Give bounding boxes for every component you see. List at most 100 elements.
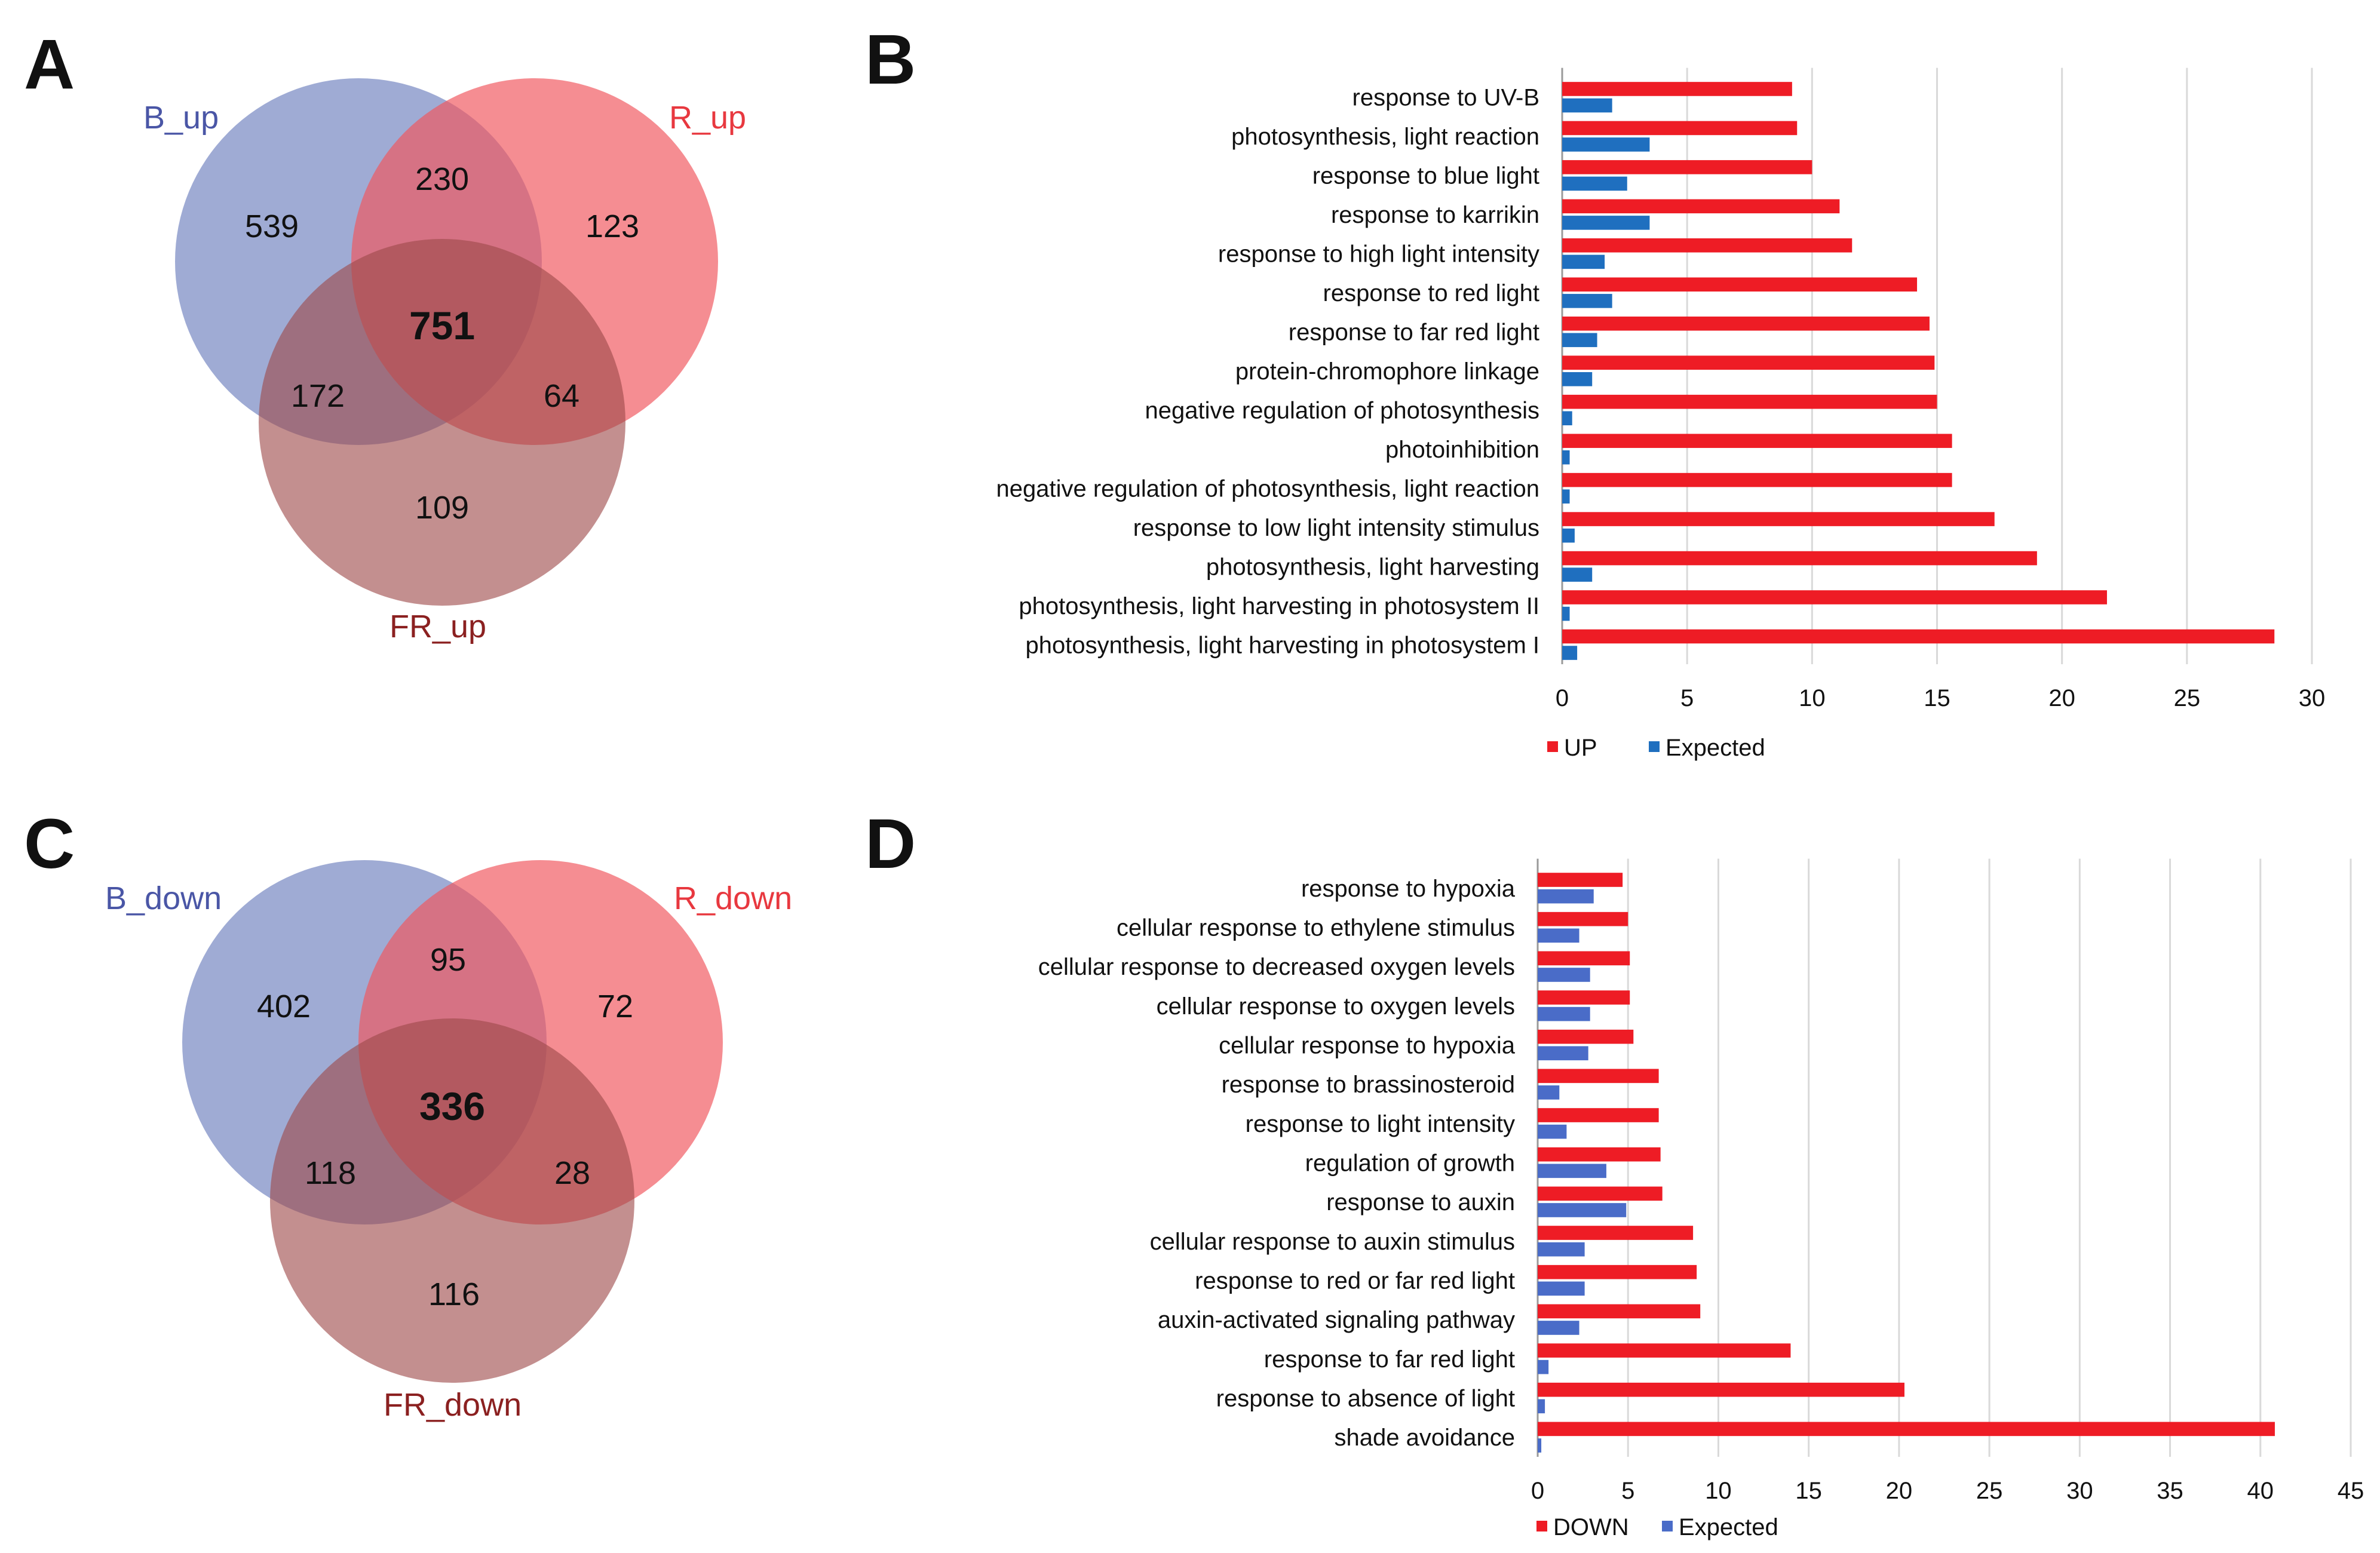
category-label: response to red or far red light xyxy=(1195,1268,1515,1294)
bar-down xyxy=(1538,1265,1697,1279)
category-label: response to low light intensity stimulus xyxy=(1133,515,1539,541)
x-tick-label: 15 xyxy=(1924,685,1950,711)
category-label: cellular response to decreased oxygen le… xyxy=(1038,954,1515,980)
x-tick-label: 20 xyxy=(1886,1478,1913,1504)
x-tick-label: 5 xyxy=(1621,1478,1634,1504)
category-label: protein-chromophore linkage xyxy=(1235,358,1539,385)
bar-expected xyxy=(1562,216,1650,230)
category-label: response to auxin xyxy=(1326,1189,1515,1216)
x-tick-label: 25 xyxy=(2174,685,2201,711)
category-label: regulation of growth xyxy=(1305,1150,1515,1177)
bar-expected xyxy=(1538,1438,1542,1453)
venn-up-count-fr-only: 109 xyxy=(415,490,469,526)
bar-expected xyxy=(1562,294,1612,308)
x-tick-label: 0 xyxy=(1531,1478,1544,1504)
bar-up xyxy=(1562,434,1952,448)
venn-down-count-b-only: 402 xyxy=(257,989,311,1024)
x-tick-label: 35 xyxy=(2157,1478,2183,1504)
x-tick-label: 5 xyxy=(1680,685,1694,711)
bar-expected xyxy=(1562,176,1627,191)
venn-up-count-all: 751 xyxy=(409,303,475,348)
panel-letter-b: B xyxy=(865,20,916,99)
bar-expected xyxy=(1538,1242,1585,1257)
legend-swatch-up xyxy=(1547,741,1558,752)
bar-expected xyxy=(1562,646,1578,660)
bar-down xyxy=(1538,1343,1791,1358)
venn-down-count-fr-only: 116 xyxy=(428,1276,480,1312)
legend-label-expected: Expected xyxy=(1666,735,1765,761)
category-label: response to far red light xyxy=(1289,320,1539,346)
bar-up xyxy=(1562,121,1798,136)
chart-b: 0 5 10 15 20 25 30 response to UV-B photosynthes… xyxy=(996,67,2326,761)
category-label: negative regulation of photosynthesis, l… xyxy=(996,475,1539,502)
bar-up xyxy=(1562,199,1840,214)
bar-expected xyxy=(1538,1321,1579,1335)
bar-down xyxy=(1538,1422,2275,1437)
bar-up xyxy=(1562,160,1812,174)
bar-expected xyxy=(1538,1085,1560,1100)
category-label: photosynthesis, light reaction xyxy=(1231,124,1539,150)
bar-up xyxy=(1562,238,1853,253)
bar-expected xyxy=(1562,98,1612,113)
bar-down xyxy=(1538,990,1630,1005)
bar-up xyxy=(1562,394,1937,409)
venn-down-count-b-r: 95 xyxy=(430,942,466,978)
bar-down xyxy=(1538,1382,1904,1397)
bar-down xyxy=(1538,951,1630,966)
bar-up xyxy=(1562,355,1935,370)
bar-down xyxy=(1538,1186,1663,1201)
category-label: response to karrikin xyxy=(1331,202,1539,228)
bar-up xyxy=(1562,512,1995,526)
category-label: photosynthesis, light harvesting in phot… xyxy=(1026,632,1539,658)
category-label: photoinhibition xyxy=(1385,437,1539,463)
bar-expected xyxy=(1538,1046,1588,1061)
x-tick-label: 10 xyxy=(1799,685,1826,711)
venn-up-label-fr: FR_up xyxy=(389,609,486,644)
bar-expected xyxy=(1562,567,1593,582)
bar-expected xyxy=(1562,254,1605,269)
x-tick-label: 0 xyxy=(1556,685,1569,711)
legend-swatch-down xyxy=(1536,1521,1547,1531)
legend-label-expected: Expected xyxy=(1679,1514,1778,1540)
bar-down xyxy=(1538,1226,1694,1240)
bar-expected xyxy=(1538,1399,1545,1414)
venn-up: B_up R_up FR_up 539 123 109 230 172 64 7… xyxy=(143,78,746,644)
legend-label-up: UP xyxy=(1564,735,1597,761)
bar-up xyxy=(1562,277,1918,292)
panel-letter-d: D xyxy=(865,805,916,883)
bar-down xyxy=(1538,911,1628,926)
venn-up-count-b-fr: 172 xyxy=(291,378,345,414)
category-label: cellular response to hypoxia xyxy=(1219,1033,1516,1059)
bar-down xyxy=(1538,1108,1659,1122)
x-tick-label: 30 xyxy=(2299,685,2326,711)
category-label: response to far red light xyxy=(1264,1346,1515,1373)
venn-down: B_down R_down FR_down 402 72 116 95 118 … xyxy=(105,860,792,1423)
legend-swatch-expected xyxy=(1649,741,1660,752)
category-label: shade avoidance xyxy=(1335,1425,1515,1451)
bar-expected xyxy=(1562,333,1597,348)
x-tick-label: 20 xyxy=(2048,685,2075,711)
x-tick-label: 10 xyxy=(1705,1478,1732,1504)
bar-expected xyxy=(1562,528,1575,543)
bar-up xyxy=(1562,316,1930,331)
panel-letter-c: C xyxy=(24,805,75,883)
venn-up-count-r-only: 123 xyxy=(585,208,639,244)
bar-down xyxy=(1538,1147,1661,1162)
bar-down xyxy=(1538,873,1623,887)
legend-label-down: DOWN xyxy=(1553,1514,1629,1540)
bar-expected xyxy=(1562,489,1570,504)
x-tick-label: 30 xyxy=(2066,1478,2093,1504)
venn-up-label-b: B_up xyxy=(143,100,219,136)
bar-expected xyxy=(1538,968,1590,982)
venn-down-count-r-fr: 28 xyxy=(554,1155,590,1191)
bar-expected xyxy=(1562,137,1650,152)
bar-expected xyxy=(1538,1203,1627,1217)
bar-up xyxy=(1562,472,1952,487)
venn-up-count-b-only: 539 xyxy=(245,208,299,244)
bar-up xyxy=(1562,629,2275,644)
bar-expected xyxy=(1562,450,1570,465)
venn-up-count-r-fr: 64 xyxy=(544,378,579,414)
category-label: auxin-activated signaling pathway xyxy=(1158,1307,1515,1333)
panel-letter-a: A xyxy=(24,25,75,104)
venn-down-label-b: B_down xyxy=(105,880,222,916)
